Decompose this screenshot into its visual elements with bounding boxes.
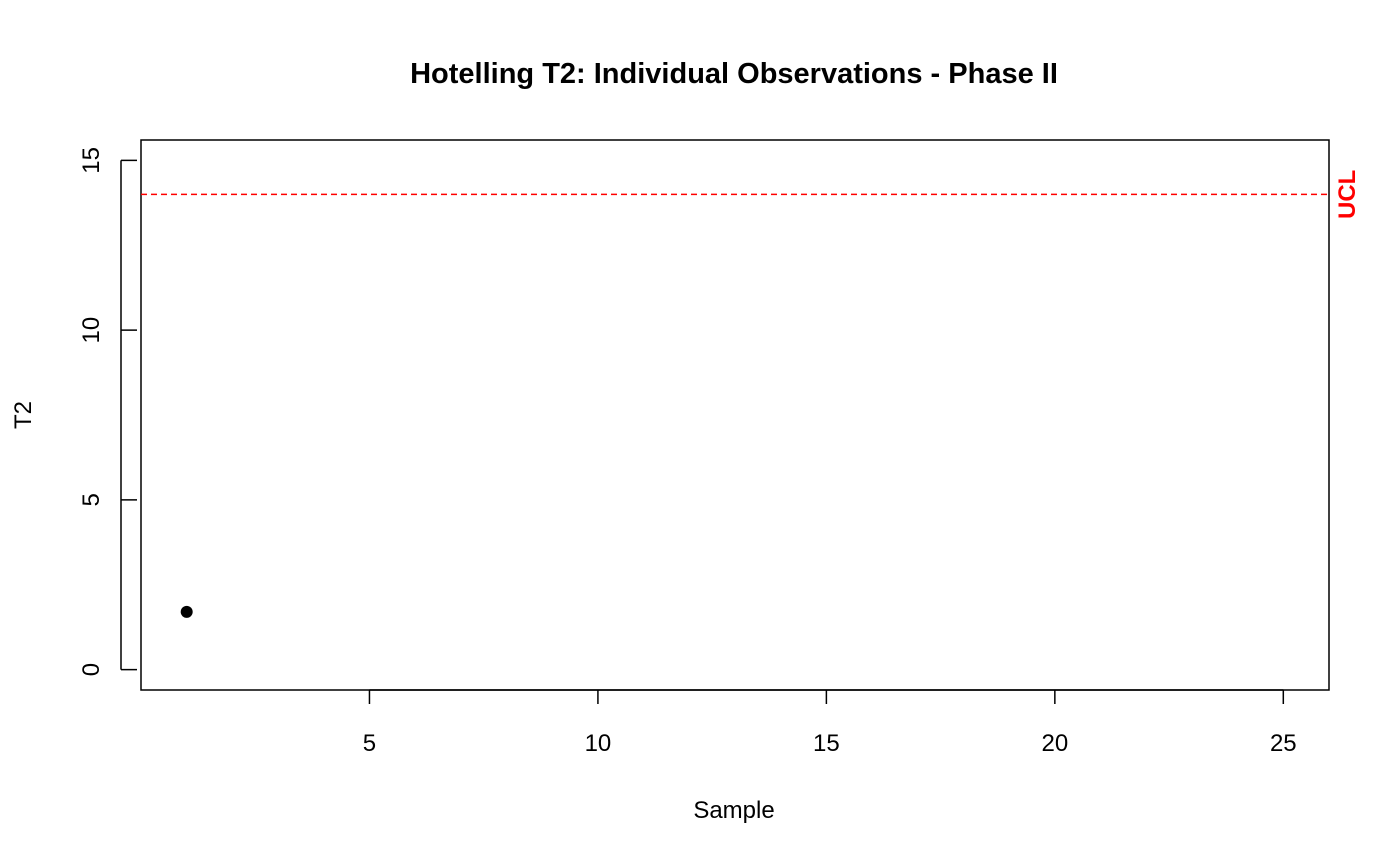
reference-lines: UCL [141, 170, 1361, 219]
y-tick-label: 15 [78, 147, 105, 174]
x-tick-label: 5 [363, 730, 376, 757]
y-tick-label: 5 [78, 493, 105, 506]
x-axis-label: Sample [693, 797, 774, 824]
plot-area-frame [140, 139, 1330, 691]
y-axis-label: T2 [10, 401, 37, 429]
x-tick-label: 25 [1270, 730, 1297, 757]
chart-title: Hotelling T2: Individual Observations - … [410, 58, 1058, 90]
y-tick-label: 0 [78, 663, 105, 676]
x-tick-label: 10 [585, 730, 612, 757]
y-axis: 0 5 10 15 [78, 147, 137, 676]
data-point [180, 605, 193, 618]
x-tick-label: 20 [1041, 730, 1068, 757]
y-tick-label: 10 [78, 317, 105, 344]
ucl-label: UCL [1334, 170, 1361, 219]
x-tick-label: 15 [813, 730, 840, 757]
data-points [180, 605, 193, 618]
x-axis: 5 10 15 20 25 [363, 689, 1297, 757]
